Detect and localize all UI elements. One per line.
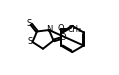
Text: S: S [26, 20, 32, 28]
Text: S: S [28, 38, 33, 46]
Text: CH₃: CH₃ [68, 25, 82, 34]
Text: O: O [58, 24, 64, 33]
Text: N: N [46, 25, 53, 34]
Text: O: O [60, 33, 67, 42]
